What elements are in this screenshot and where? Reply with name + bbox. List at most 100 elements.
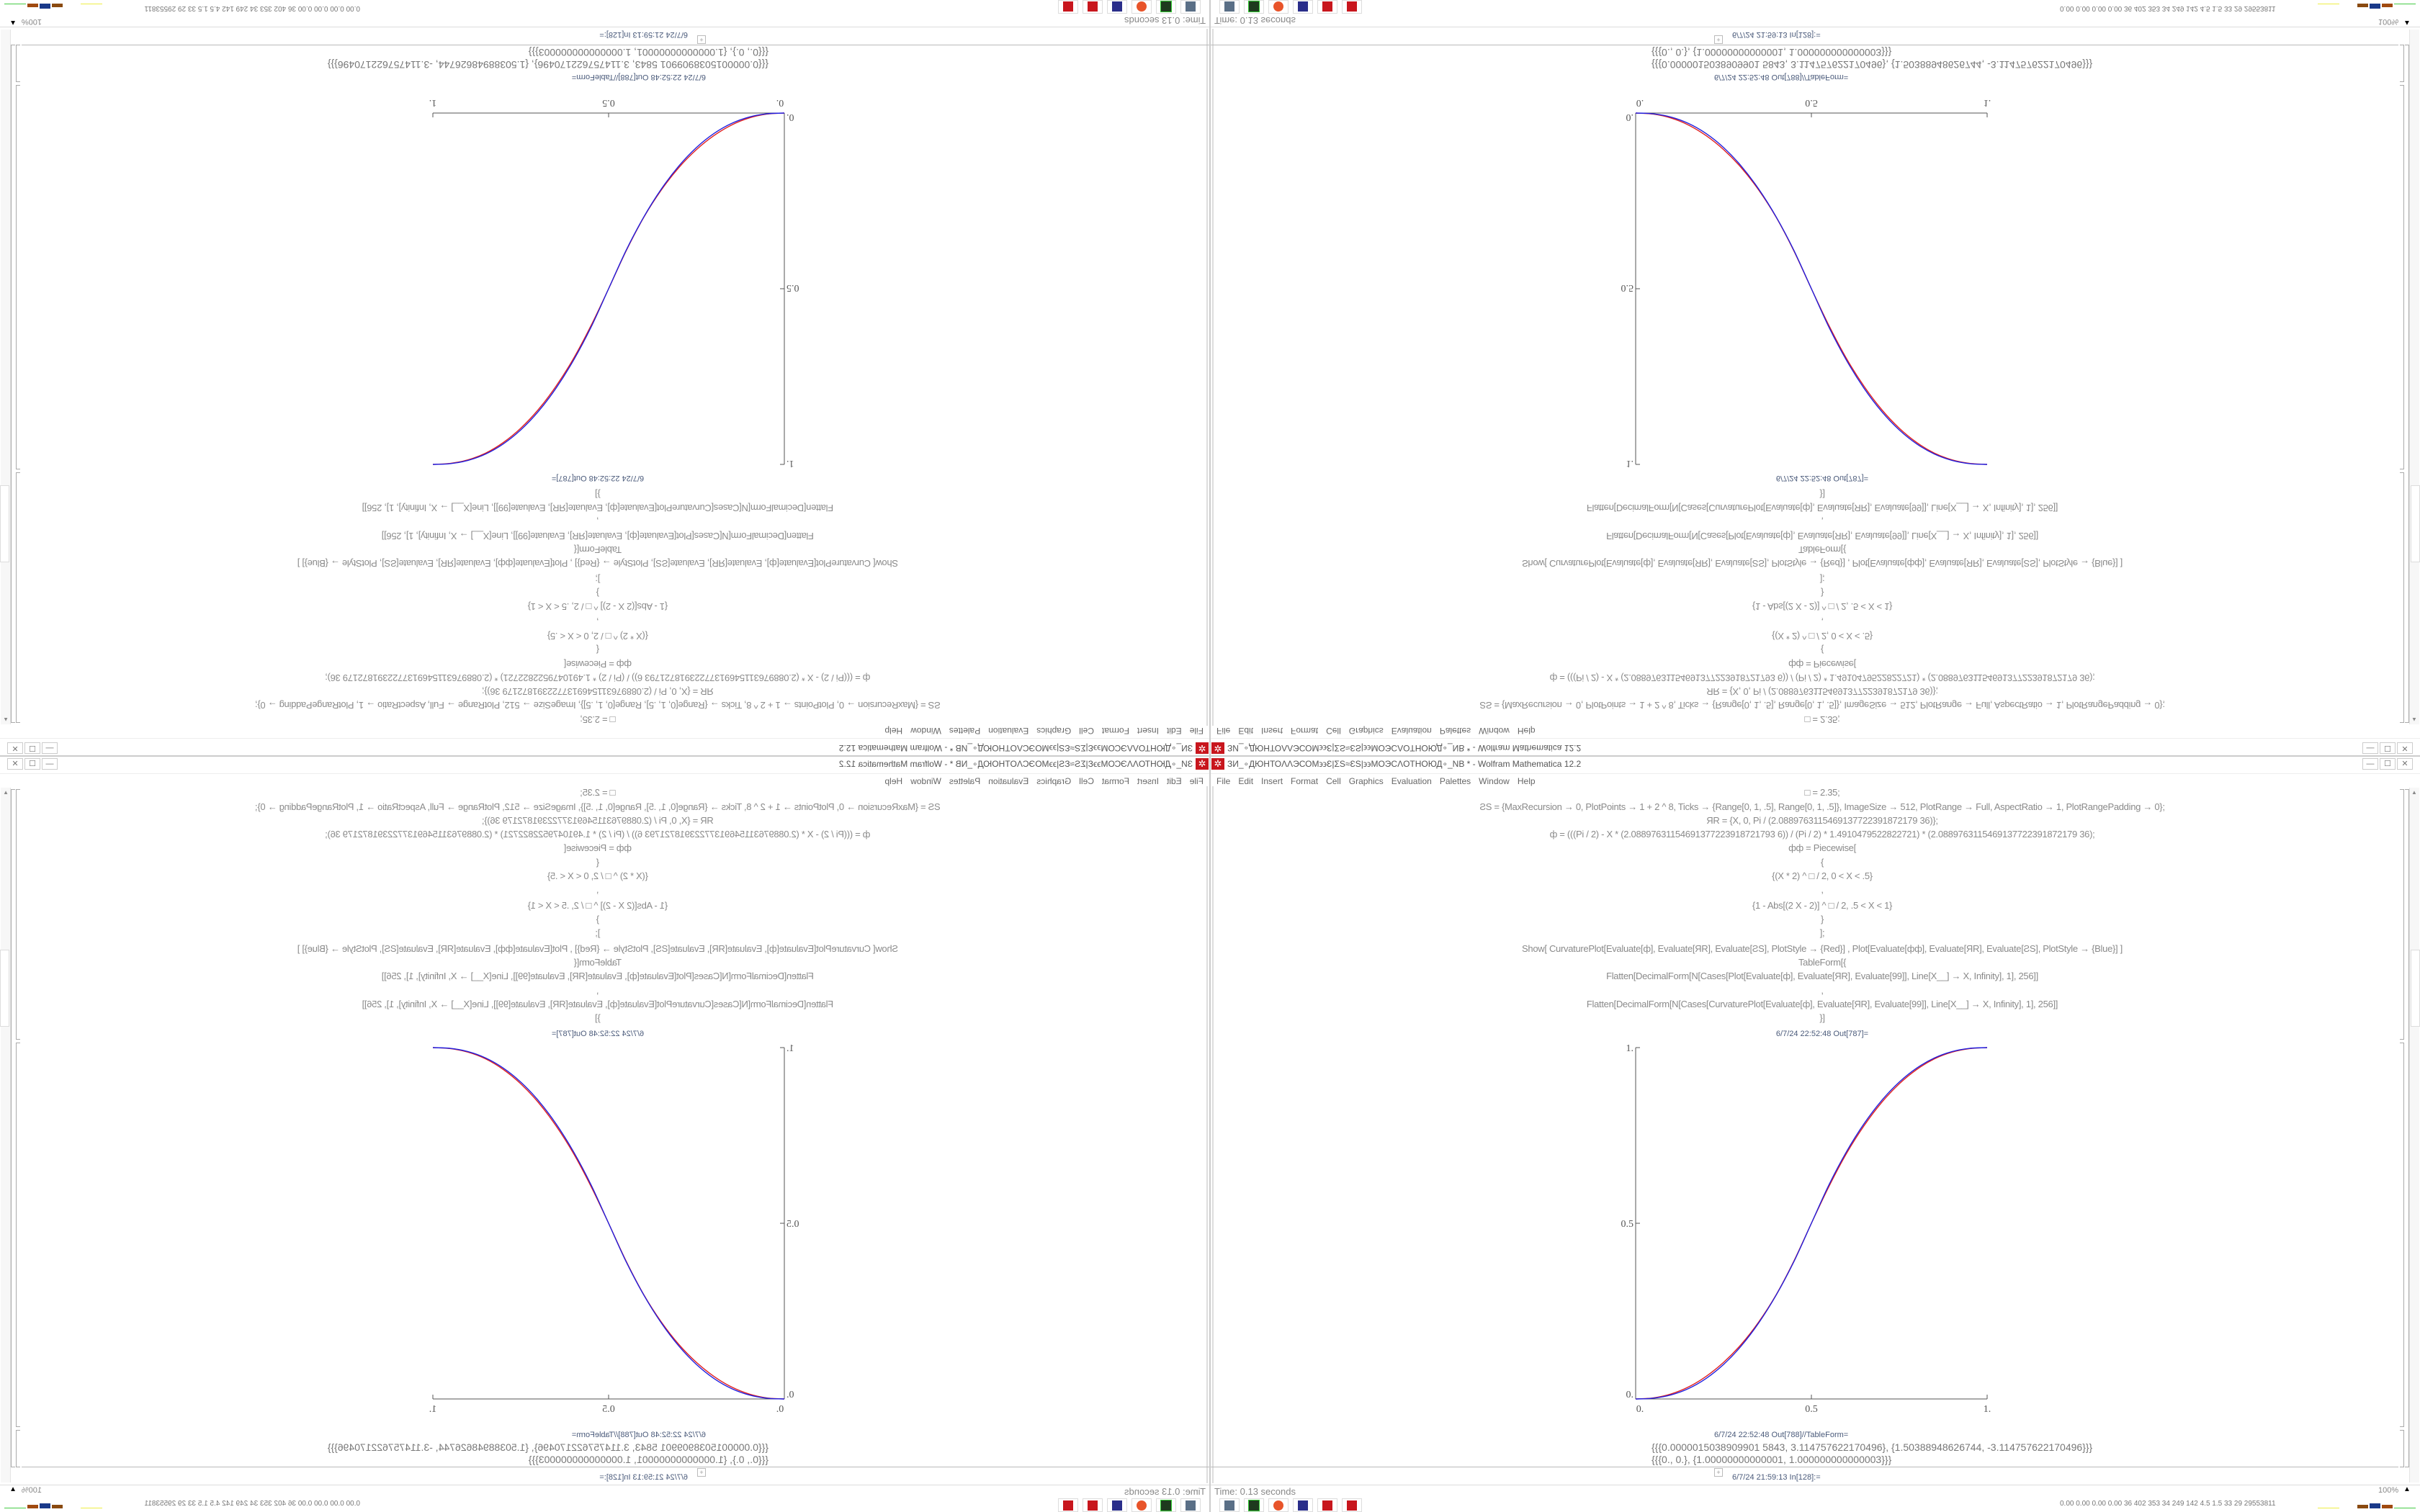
plot-graphic[interactable]: 0.0. 0.5 0.5 1. 1. xyxy=(396,1037,799,1426)
firefox-icon[interactable] xyxy=(1268,0,1289,14)
firefox-icon[interactable] xyxy=(1131,1498,1152,1512)
group-bracket[interactable] xyxy=(11,45,15,723)
display-settings-icon[interactable] xyxy=(1180,1498,1201,1512)
menu-insert[interactable]: Insert xyxy=(1137,726,1159,736)
plot-graphic[interactable]: 0.0. 0.5 0.5 1. 1. xyxy=(396,86,799,475)
close-button[interactable]: ✕ xyxy=(7,758,23,770)
mathematica-icon[interactable] xyxy=(1317,0,1337,14)
menu-insert[interactable]: Insert xyxy=(1137,776,1159,786)
mathematica-icon[interactable] xyxy=(1317,1498,1337,1512)
zoom-arrow-icon[interactable]: ▲ xyxy=(2403,19,2411,27)
zoom-level[interactable]: 100% xyxy=(21,17,42,26)
menu-file[interactable]: File xyxy=(1189,726,1204,736)
minimize-button[interactable]: — xyxy=(2362,758,2378,770)
cell-bracket[interactable] xyxy=(16,1430,20,1467)
display-settings-icon[interactable] xyxy=(1219,1498,1240,1512)
display-settings-icon[interactable] xyxy=(1219,0,1240,14)
close-button[interactable]: ✕ xyxy=(2397,742,2413,754)
group-bracket[interactable] xyxy=(11,789,15,1467)
menu-edit[interactable]: Edit xyxy=(1166,726,1182,736)
menu-file[interactable]: File xyxy=(1189,776,1204,786)
add-cell-icon[interactable]: + xyxy=(697,1468,706,1477)
menu-help[interactable]: Help xyxy=(884,776,903,786)
cell-bracket[interactable] xyxy=(2400,1430,2404,1467)
vertical-scrollbar[interactable]: ▲ xyxy=(0,30,11,724)
maximize-button[interactable]: ☐ xyxy=(24,758,40,770)
zoom-arrow-icon[interactable]: ▲ xyxy=(9,19,17,27)
menu-help[interactable]: Help xyxy=(1517,776,1536,786)
vertical-scrollbar[interactable]: ▲ xyxy=(2409,788,2420,1482)
cell-bracket[interactable] xyxy=(2400,789,2404,1040)
menu-help[interactable]: Help xyxy=(884,726,903,736)
maximize-button[interactable]: ☐ xyxy=(2380,758,2396,770)
menu-format[interactable]: Format xyxy=(1291,776,1319,786)
scrollbar-thumb[interactable] xyxy=(0,950,9,1027)
terminal-icon[interactable] xyxy=(1156,1498,1176,1512)
mathematica-icon[interactable] xyxy=(1058,1498,1078,1512)
menu-window[interactable]: Window xyxy=(910,726,941,736)
mathematica-icon[interactable] xyxy=(1083,0,1103,14)
mathematica-icon[interactable] xyxy=(1342,1498,1362,1512)
menu-cell[interactable]: Cell xyxy=(1326,776,1341,786)
floppy-64-icon[interactable] xyxy=(1293,0,1313,14)
minimize-button[interactable]: — xyxy=(2362,742,2378,754)
vertical-scrollbar[interactable]: ▲ xyxy=(2409,30,2420,724)
plot-graphic[interactable]: 0.0. 0.5 0.5 1. 1. xyxy=(1621,1037,2024,1426)
display-settings-icon[interactable] xyxy=(1180,0,1201,14)
menu-insert[interactable]: Insert xyxy=(1261,776,1283,786)
menu-window[interactable]: Window xyxy=(1479,726,1510,736)
menu-format[interactable]: Format xyxy=(1101,776,1129,786)
menu-cell[interactable]: Cell xyxy=(1079,776,1094,786)
menu-graphics[interactable]: Graphics xyxy=(1348,776,1384,786)
scroll-up-icon[interactable]: ▲ xyxy=(3,789,9,796)
maximize-button[interactable]: ☐ xyxy=(24,742,40,754)
floppy-64-icon[interactable] xyxy=(1293,1498,1313,1512)
menu-palettes[interactable]: Palettes xyxy=(949,726,981,736)
cell-bracket[interactable] xyxy=(2400,85,2404,469)
firefox-icon[interactable] xyxy=(1268,1498,1289,1512)
menu-evaluation[interactable]: Evaluation xyxy=(988,726,1029,736)
scroll-up-icon[interactable]: ▲ xyxy=(2411,789,2417,796)
menu-evaluation[interactable]: Evaluation xyxy=(988,776,1029,786)
menu-cell[interactable]: Cell xyxy=(1326,726,1341,736)
firefox-icon[interactable] xyxy=(1131,0,1152,14)
terminal-icon[interactable] xyxy=(1156,0,1176,14)
menu-edit[interactable]: Edit xyxy=(1238,726,1254,736)
scroll-up-icon[interactable]: ▲ xyxy=(3,716,9,723)
menu-edit[interactable]: Edit xyxy=(1166,776,1182,786)
floppy-64-icon[interactable] xyxy=(1107,1498,1127,1512)
cell-bracket[interactable] xyxy=(2400,472,2404,723)
terminal-icon[interactable] xyxy=(1244,1498,1264,1512)
cell-bracket[interactable] xyxy=(16,472,20,723)
menu-insert[interactable]: Insert xyxy=(1261,726,1283,736)
menu-format[interactable]: Format xyxy=(1291,726,1319,736)
floppy-64-icon[interactable] xyxy=(1107,0,1127,14)
zoom-arrow-icon[interactable]: ▲ xyxy=(9,1485,17,1493)
cell-bracket[interactable] xyxy=(2400,45,2404,82)
menu-graphics[interactable]: Graphics xyxy=(1036,776,1072,786)
cell-bracket[interactable] xyxy=(16,789,20,1040)
menu-palettes[interactable]: Palettes xyxy=(1439,776,1471,786)
zoom-level[interactable]: 100% xyxy=(21,1486,42,1495)
zoom-level[interactable]: 100% xyxy=(2378,1486,2399,1495)
mathematica-icon[interactable] xyxy=(1342,0,1362,14)
maximize-button[interactable]: ☐ xyxy=(2380,742,2396,754)
menu-file[interactable]: File xyxy=(1216,726,1231,736)
menu-cell[interactable]: Cell xyxy=(1079,726,1094,736)
add-cell-icon[interactable]: + xyxy=(1714,1468,1723,1477)
menu-evaluation[interactable]: Evaluation xyxy=(1391,726,1432,736)
cell-bracket[interactable] xyxy=(16,85,20,469)
scrollbar-thumb[interactable] xyxy=(2411,485,2420,562)
menu-edit[interactable]: Edit xyxy=(1238,776,1254,786)
menu-format[interactable]: Format xyxy=(1101,726,1129,736)
menu-window[interactable]: Window xyxy=(910,776,941,786)
close-button[interactable]: ✕ xyxy=(2397,758,2413,770)
plot-graphic[interactable]: 0.0. 0.5 0.5 1. 1. xyxy=(1621,86,2024,475)
minimize-button[interactable]: — xyxy=(42,758,58,770)
cell-bracket[interactable] xyxy=(2400,1043,2404,1427)
menu-window[interactable]: Window xyxy=(1479,776,1510,786)
cell-bracket[interactable] xyxy=(16,1043,20,1427)
minimize-button[interactable]: — xyxy=(42,742,58,754)
mathematica-icon[interactable] xyxy=(1058,0,1078,14)
mathematica-icon[interactable] xyxy=(1083,1498,1103,1512)
